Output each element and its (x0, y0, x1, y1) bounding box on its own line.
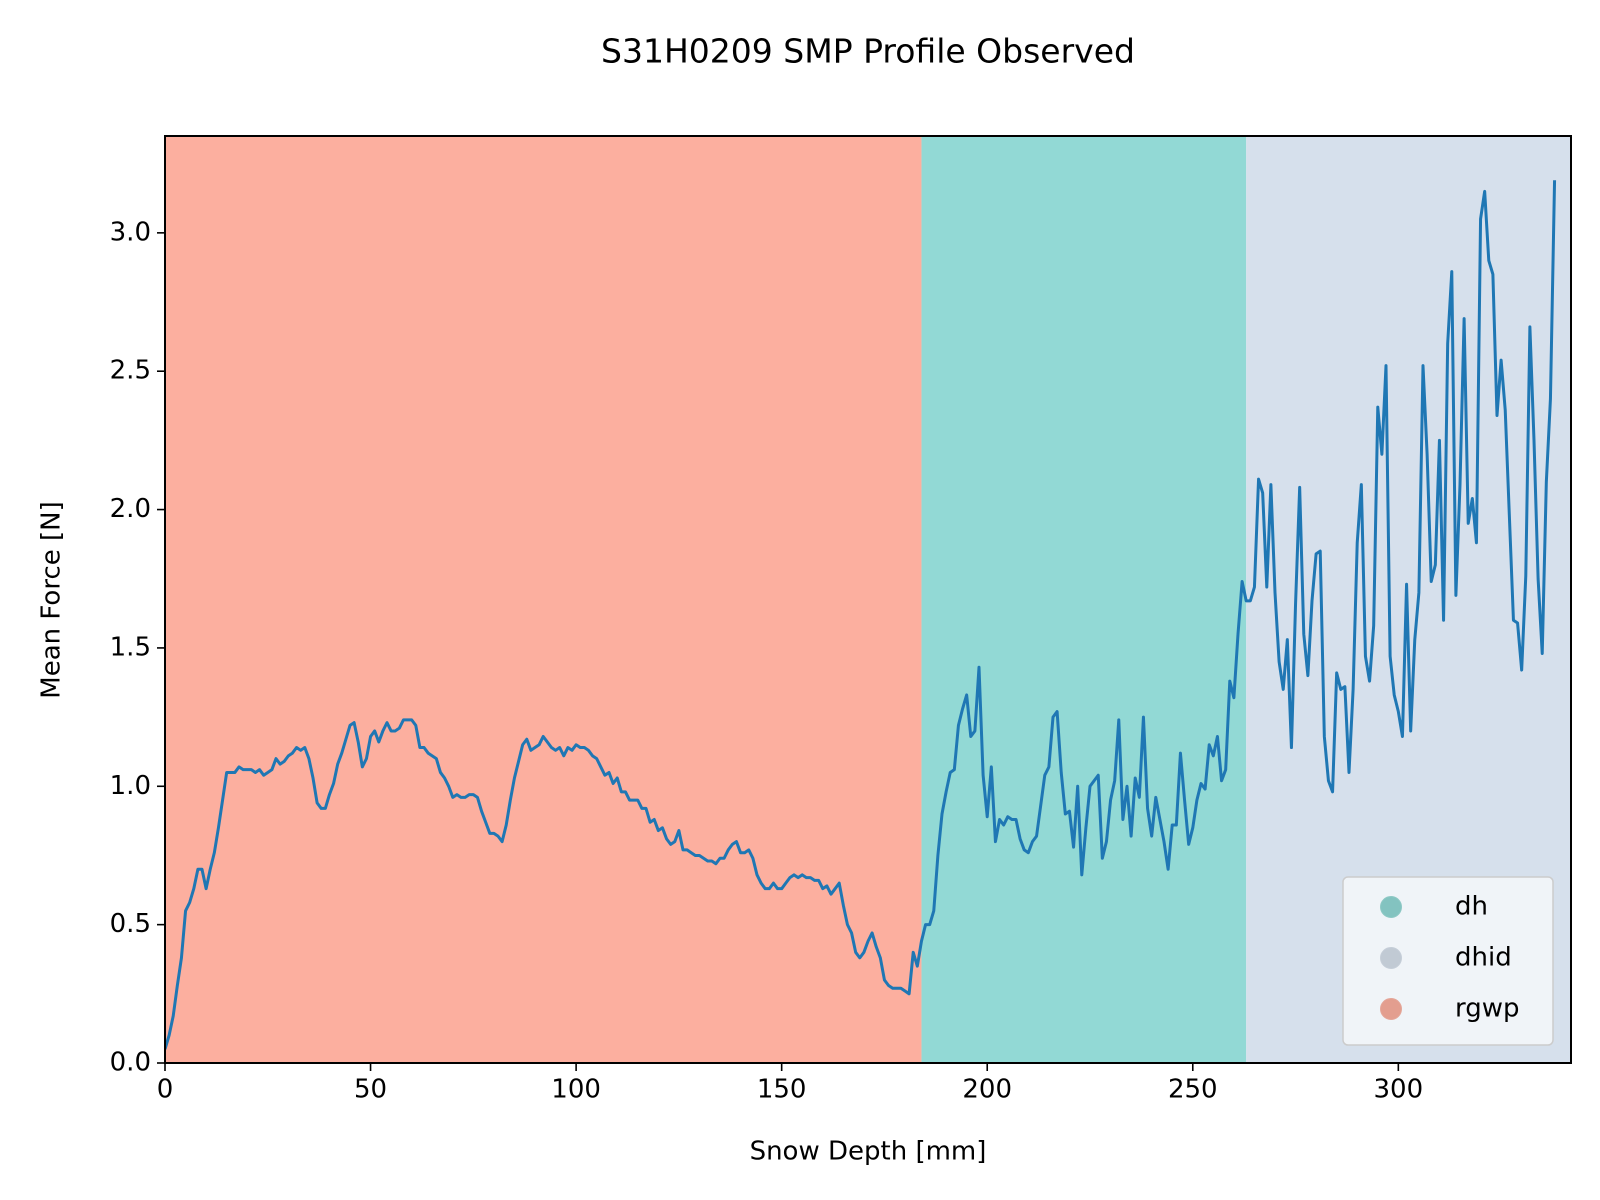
legend-marker (1380, 896, 1402, 918)
legend-marker (1380, 947, 1402, 969)
y-tick-label: 2.5 (110, 356, 151, 386)
x-tick-label: 0 (157, 1075, 174, 1105)
x-tick-label: 300 (1374, 1075, 1424, 1105)
legend-marker (1380, 998, 1402, 1020)
chart-title: S31H0209 SMP Profile Observed (601, 32, 1135, 71)
y-tick-label: 0.5 (110, 909, 151, 939)
x-tick-label: 50 (354, 1075, 387, 1105)
y-tick-label: 1.5 (110, 632, 151, 662)
region (165, 136, 922, 1063)
region (921, 136, 1247, 1063)
y-tick-label: 2.0 (110, 494, 151, 524)
legend-label: dhid (1455, 943, 1512, 973)
x-tick-label: 100 (551, 1075, 601, 1105)
legend-label: dh (1455, 892, 1488, 922)
x-axis-label: Snow Depth [mm] (750, 1137, 987, 1167)
legend-box (1342, 876, 1554, 1046)
data-line (165, 180, 1557, 1050)
y-tick-label: 3.0 (110, 217, 151, 247)
y-tick-label: 0.0 (110, 1048, 151, 1078)
y-tick-label: 1.0 (110, 771, 151, 801)
x-tick-label: 200 (962, 1075, 1012, 1105)
y-axis-label: Mean Force [N] (37, 501, 67, 698)
axes-frame (164, 135, 1572, 1064)
x-tick-label: 250 (1168, 1075, 1218, 1105)
x-tick-label: 150 (757, 1075, 807, 1105)
legend-label: rgwp (1455, 994, 1520, 1024)
